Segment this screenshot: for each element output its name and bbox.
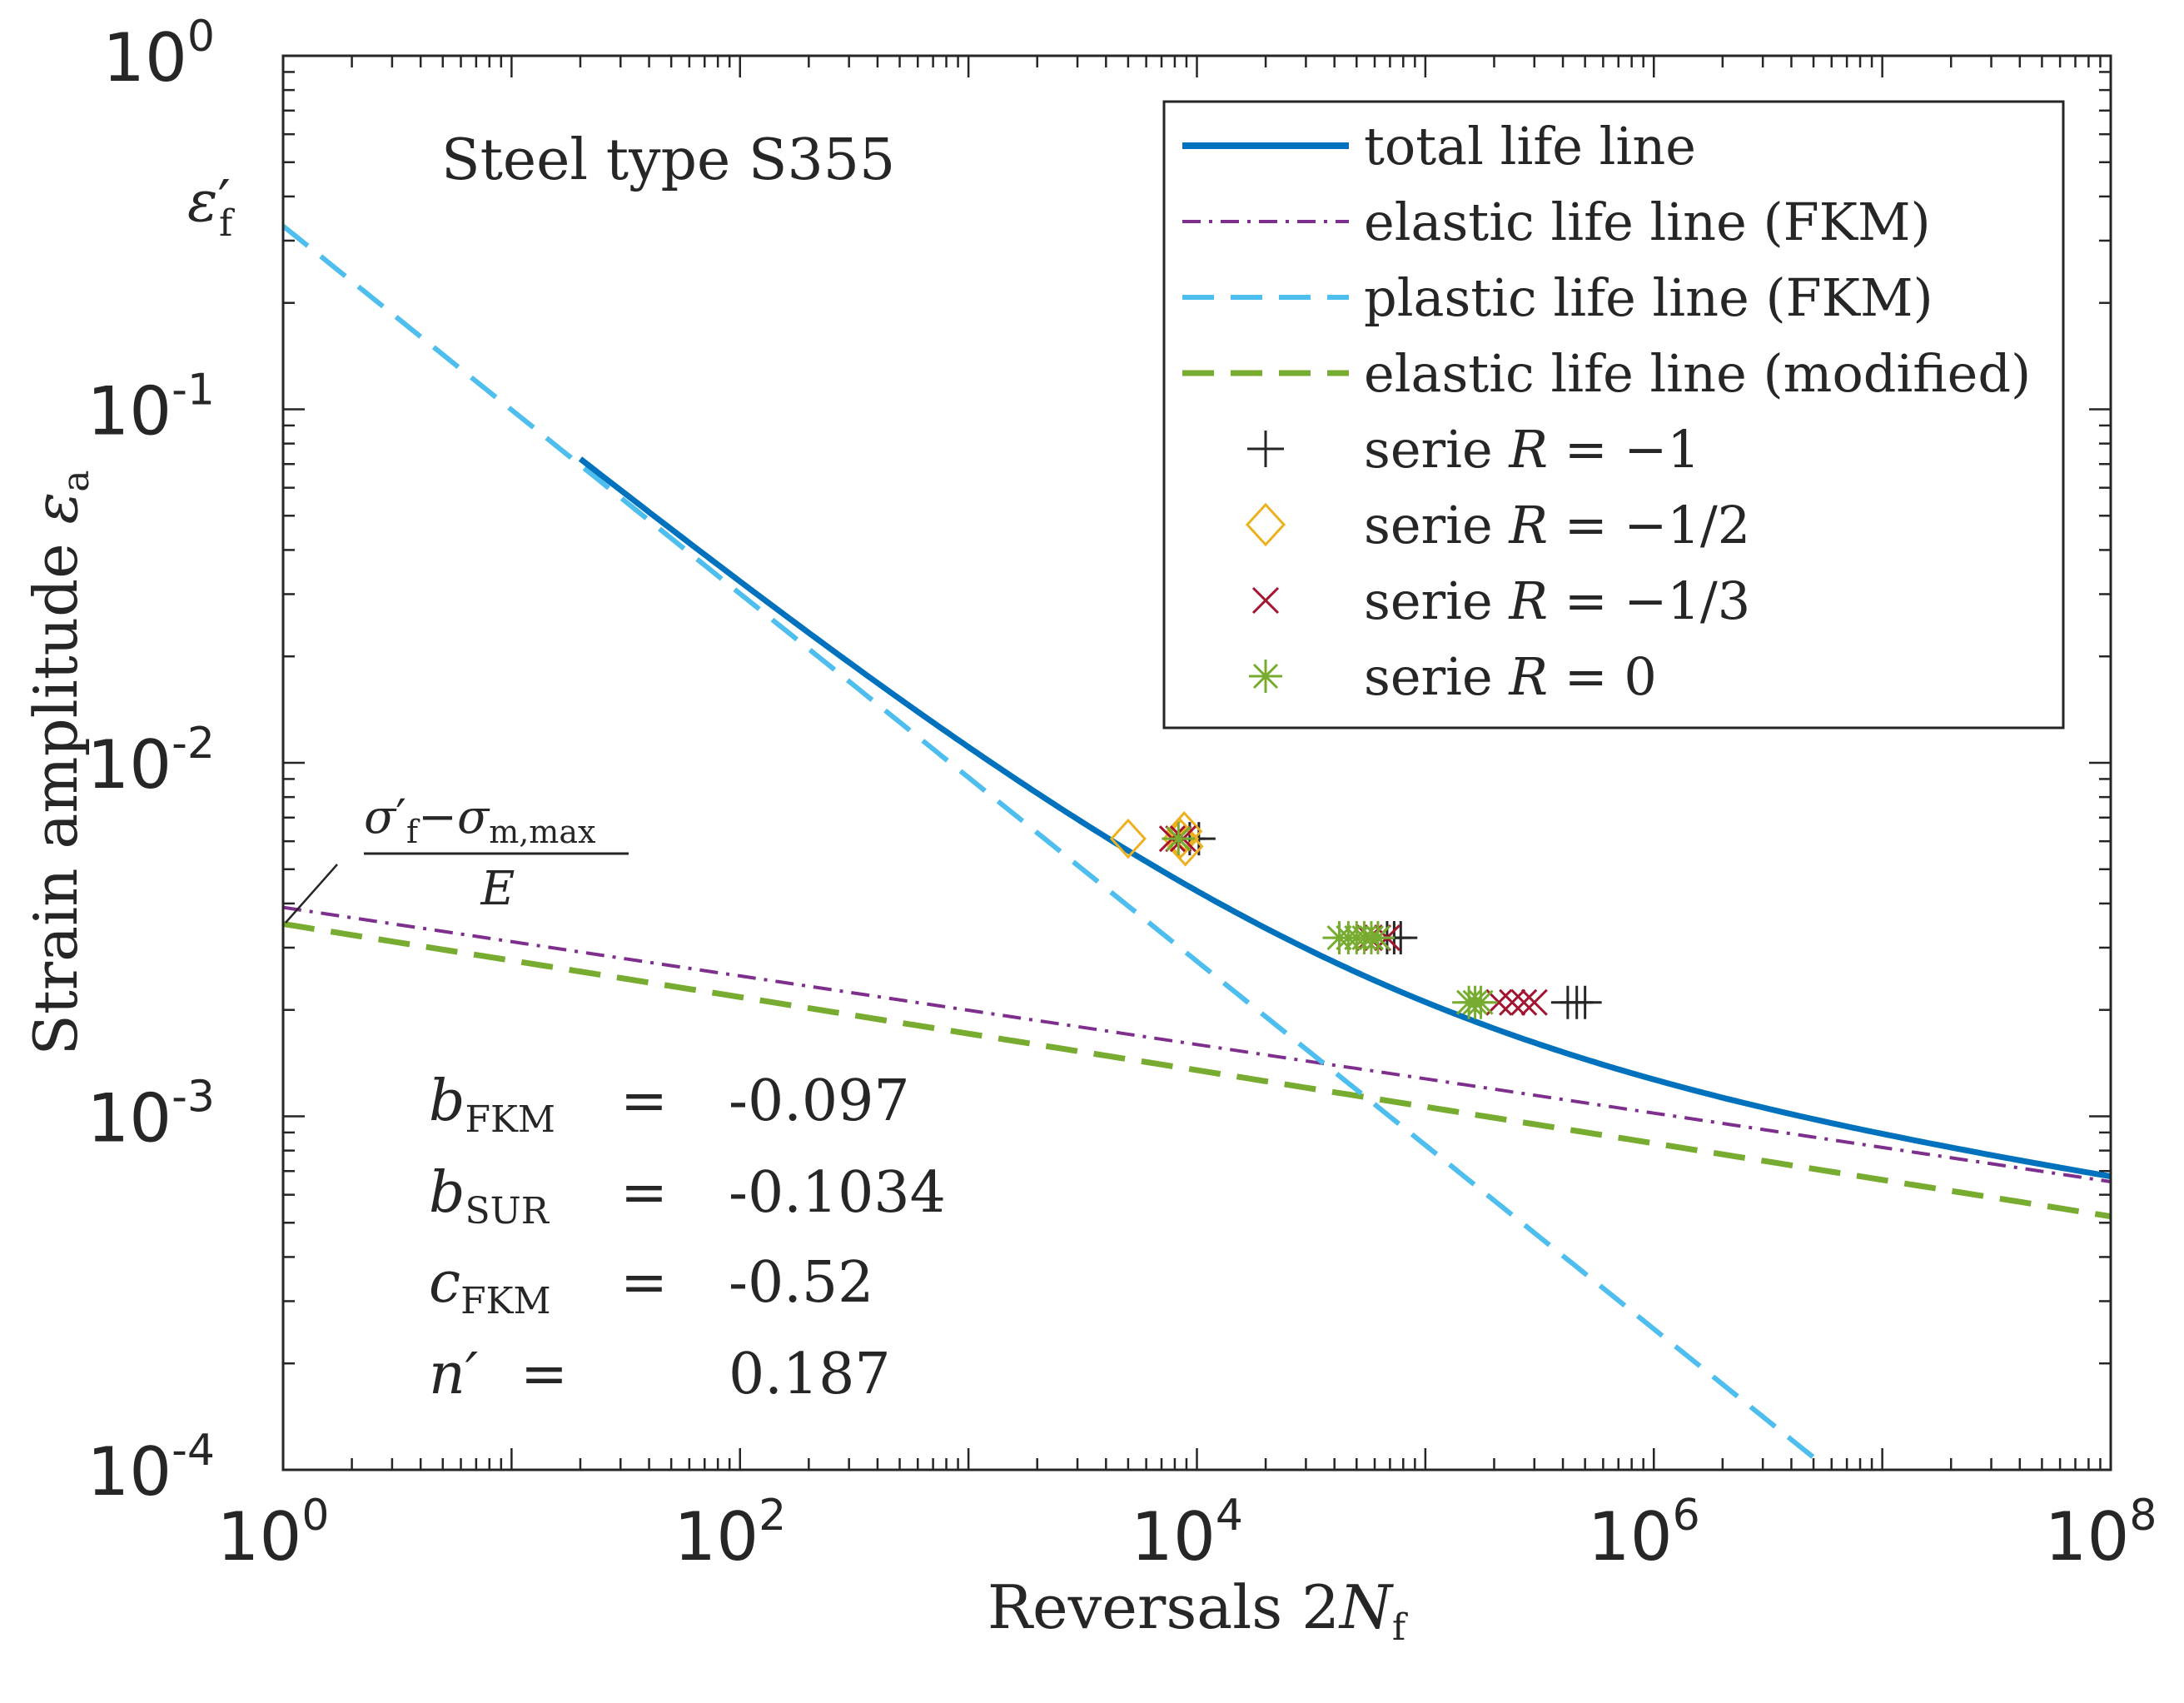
legend-item-serie-r-minus-third: serie R = −1/3 (1251, 570, 1750, 631)
marker-asterisk (1361, 921, 1395, 955)
x-tick-label: 100 (217, 1491, 330, 1576)
legend-marker-plus (1247, 431, 1284, 467)
legend-label-plastic-fkm: plastic life line (FKM) (1364, 267, 1933, 328)
y-tick-label: 100 (102, 12, 215, 97)
param-c-fkm-eq: = (620, 1250, 668, 1316)
intercept-denominator: E (480, 862, 515, 916)
y-tick-label: 10-3 (87, 1073, 215, 1158)
param-b-sur: bSUR (429, 1160, 550, 1232)
legend-item-serie-r-minus1: serie R = −1 (1247, 419, 1700, 480)
x-tick-label: 108 (2045, 1491, 2157, 1576)
legend-item-elastic-fkm: elastic life line (FKM) (1182, 192, 1931, 252)
param-n-prime-value: 0.187 (729, 1342, 891, 1407)
legend-item-serie-r-zero: serie R = 0 (1249, 646, 1657, 707)
intercept-numerator: σ′f−σm,max (364, 790, 595, 850)
param-b-fkm-value: -0.097 (729, 1068, 910, 1134)
marker-cross (1510, 988, 1538, 1016)
param-b-fkm: bFKM (429, 1068, 555, 1141)
marker-asterisk (1162, 822, 1196, 856)
intercept-annotation: σ′f−σm,max E (285, 790, 629, 924)
legend-item-total-life: total life line (1182, 116, 1696, 177)
x-tick-label: 104 (1131, 1491, 1243, 1576)
eps-f-label: ε′f (187, 169, 235, 245)
y-tick-label: 10-2 (87, 719, 215, 804)
y-tick-labels: 100 10-1 10-2 10-3 10-4 (87, 12, 215, 1511)
marker-plus (1568, 985, 1602, 1019)
legend-label-serie-r-minus-third: serie R = −1/3 (1364, 570, 1750, 631)
x-tick-label: 102 (674, 1491, 786, 1576)
x-tick-label: 106 (1588, 1491, 1700, 1576)
y-axis-title: Strain amplitude εa (21, 471, 97, 1056)
x-axis-title: Reversals 2Nf (988, 1572, 1408, 1649)
param-c-fkm: cFKM (429, 1250, 551, 1322)
y-tick-label: 10-1 (87, 366, 215, 451)
legend-item-plastic-fkm: plastic life line (FKM) (1182, 267, 1933, 328)
legend-label-elastic-modified: elastic life line (modified) (1364, 343, 2031, 404)
legend-box (1162, 100, 2065, 730)
legend-label-serie-r-minus-half: serie R = −1/2 (1364, 495, 1750, 555)
data-markers (1109, 811, 1602, 1019)
param-b-fkm-eq: = (620, 1068, 668, 1134)
marker-cross (1499, 988, 1526, 1016)
legend-label-total-life: total life line (1364, 116, 1696, 177)
x-tick-labels: 100 102 104 106 108 (217, 1491, 2157, 1576)
legend-marker-asterisk (1249, 660, 1282, 693)
marker-cross (1520, 988, 1548, 1016)
curve-plastic-life-line-fkm (283, 224, 1827, 1469)
param-b-sur-eq: = (620, 1160, 668, 1226)
curve-total-life-line (578, 456, 2111, 1180)
legend-item-serie-r-minus-half: serie R = −1/2 (1245, 495, 1750, 555)
marker-diamond (1109, 818, 1147, 859)
minor-ticks (283, 56, 2111, 1470)
param-n-prime-eq: = (520, 1342, 568, 1407)
param-c-fkm-value: -0.52 (729, 1250, 873, 1316)
param-b-sur-value: -0.1034 (729, 1160, 946, 1226)
axes-frame (281, 54, 2112, 1471)
curve-elastic-life-line-fkm (283, 905, 2111, 1183)
legend-label-elastic-fkm: elastic life line (FKM) (1364, 192, 1931, 252)
legend-marker-diamond (1245, 502, 1286, 547)
curves (283, 224, 2111, 1469)
y-tick-label: 10-4 (87, 1426, 215, 1511)
curve-elastic-life-line-modified (283, 921, 2111, 1220)
legend-item-elastic-modified: elastic life line (modified) (1182, 343, 2031, 404)
legend-label-serie-r-minus1: serie R = −1 (1364, 419, 1700, 480)
legend-label-serie-r-zero: serie R = 0 (1364, 646, 1657, 707)
param-n-prime: n′ (429, 1342, 479, 1407)
steel-type-label: Steel type S355 (441, 127, 895, 193)
legend-marker-cross (1251, 586, 1280, 615)
marker-asterisk (1464, 985, 1498, 1019)
intercept-leader-line (285, 864, 338, 924)
parameter-block: bFKM = -0.097 bSUR = -0.1034 cFKM = -0.5… (429, 1068, 946, 1407)
legend: total life line elastic life line (FKM) … (1162, 100, 2065, 730)
